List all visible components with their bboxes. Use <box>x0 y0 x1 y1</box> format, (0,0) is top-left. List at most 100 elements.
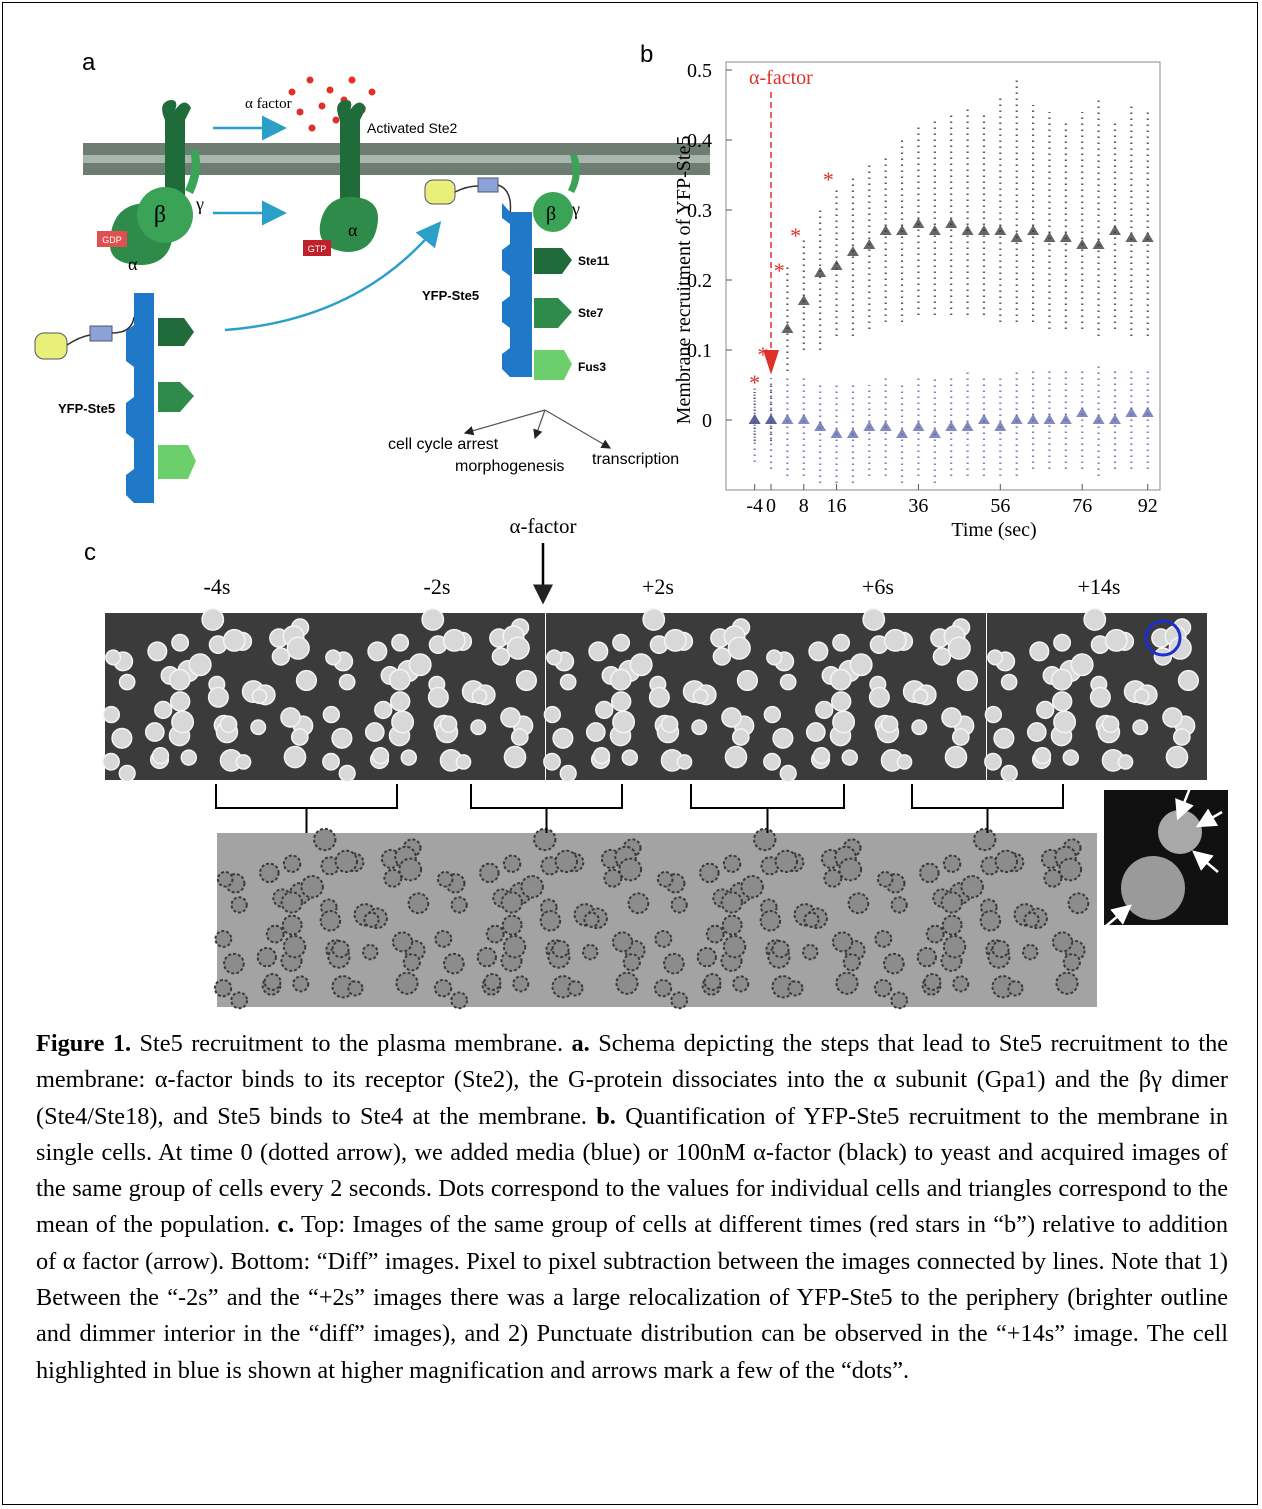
cell <box>912 688 929 705</box>
mean-triangle <box>994 225 1007 235</box>
time-label: -2s <box>424 574 451 599</box>
mean-triangle <box>846 246 859 256</box>
cell <box>402 953 421 972</box>
cell <box>627 892 650 915</box>
cell <box>916 947 937 968</box>
cell <box>1101 715 1120 734</box>
cell <box>105 649 122 666</box>
cell <box>503 745 527 769</box>
beta-label: β <box>546 203 556 225</box>
fus3-label: Fus3 <box>578 360 606 374</box>
cell <box>993 727 1015 749</box>
cell <box>932 647 952 666</box>
cell <box>951 728 970 746</box>
cell <box>663 628 687 652</box>
mean-triangle <box>961 421 974 431</box>
cell <box>347 980 364 997</box>
zoom-arrow <box>1175 787 1194 821</box>
mean-triangle <box>879 225 892 235</box>
cell <box>849 653 873 677</box>
panel-label: b <box>640 41 653 68</box>
cell <box>334 849 359 874</box>
zoom-arrow <box>1192 850 1219 873</box>
cell <box>670 896 688 914</box>
mean-triangle <box>961 225 974 235</box>
bracket <box>470 784 623 833</box>
cell <box>1053 710 1077 734</box>
cell <box>603 868 623 888</box>
cell <box>300 875 324 899</box>
ste11 <box>534 248 572 274</box>
cell <box>171 710 195 734</box>
cell <box>1055 971 1079 995</box>
x-tick-label: -4 <box>746 495 763 517</box>
linker <box>454 184 512 216</box>
cell <box>1051 931 1074 953</box>
cell <box>400 749 418 766</box>
cell <box>1070 653 1094 677</box>
ste7 <box>158 382 194 412</box>
cell <box>956 669 979 692</box>
cell <box>546 649 563 666</box>
cell <box>319 910 342 932</box>
cell <box>520 875 544 899</box>
cell <box>263 972 282 991</box>
cell <box>455 754 472 770</box>
cell <box>987 649 1004 666</box>
cell <box>721 707 742 728</box>
ste7 <box>534 298 572 328</box>
cell <box>144 722 165 742</box>
cell <box>1133 688 1150 705</box>
cell <box>371 747 390 765</box>
cell <box>282 854 302 873</box>
star: * <box>774 258 785 283</box>
g-gamma <box>568 155 580 193</box>
cell <box>805 722 826 742</box>
g-alpha <box>319 196 379 252</box>
cell <box>1083 608 1107 631</box>
alpha-label: α <box>348 220 358 240</box>
cell <box>942 854 962 873</box>
cell <box>732 975 750 993</box>
mean-triangle <box>765 414 778 424</box>
cell <box>436 870 454 888</box>
cell <box>1029 641 1050 662</box>
cell <box>896 754 913 770</box>
cell <box>621 749 639 766</box>
cell <box>1000 673 1018 691</box>
cell <box>470 719 487 736</box>
cell <box>388 668 411 691</box>
mean-triangle <box>912 218 925 228</box>
cell <box>960 875 984 899</box>
scatter-chart: Time (sec) Membrane recruitment of YFP-S… <box>673 60 1161 541</box>
cell <box>1177 669 1200 692</box>
cell <box>1153 647 1173 666</box>
cell <box>188 653 212 677</box>
cell <box>618 857 643 882</box>
mean-triangle <box>797 295 810 305</box>
mean-triangle <box>1027 225 1040 235</box>
mean-triangle <box>896 225 909 235</box>
cell <box>281 914 303 936</box>
bracket <box>215 784 398 833</box>
y-tick-label: 0.5 <box>687 60 712 82</box>
cell <box>812 747 831 765</box>
x-axis-label: Time (sec) <box>951 519 1036 541</box>
cell <box>1162 707 1183 728</box>
cell <box>500 707 521 728</box>
mean-triangle <box>1108 225 1121 235</box>
cell <box>363 911 380 928</box>
mean-triangle <box>1141 407 1154 417</box>
cell <box>1104 628 1128 652</box>
g-beta <box>137 187 193 243</box>
cell <box>280 891 303 914</box>
mean-triangle <box>994 421 1007 431</box>
cell <box>722 934 747 959</box>
cell <box>722 854 742 873</box>
cell <box>219 715 238 734</box>
mean-triangle <box>1125 407 1138 417</box>
cell <box>883 628 907 652</box>
cell <box>551 939 570 959</box>
cell <box>705 924 725 944</box>
image-frame <box>322 608 545 783</box>
